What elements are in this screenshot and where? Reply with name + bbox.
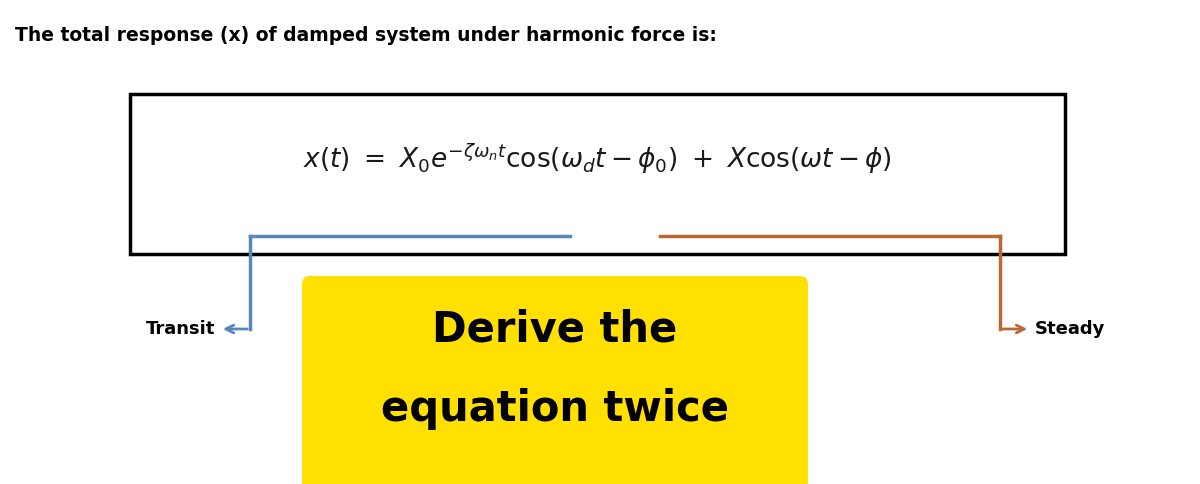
Text: Derive the: Derive the — [432, 308, 678, 350]
Bar — [130, 94, 1066, 254]
Text: Steady: Steady — [1034, 320, 1105, 338]
Text: $x(t)\ =\ X_0 e^{-\zeta\omega_n t}\cos(\omega_d t - \phi_0)\ +\ X\cos(\omega t -: $x(t)\ =\ X_0 e^{-\zeta\omega_n t}\cos(\… — [304, 142, 892, 176]
FancyBboxPatch shape — [302, 276, 808, 484]
Text: Transit: Transit — [145, 320, 215, 338]
Text: equation twice: equation twice — [382, 388, 730, 430]
Text: The total response (x) of damped system under harmonic force is:: The total response (x) of damped system … — [14, 26, 716, 45]
